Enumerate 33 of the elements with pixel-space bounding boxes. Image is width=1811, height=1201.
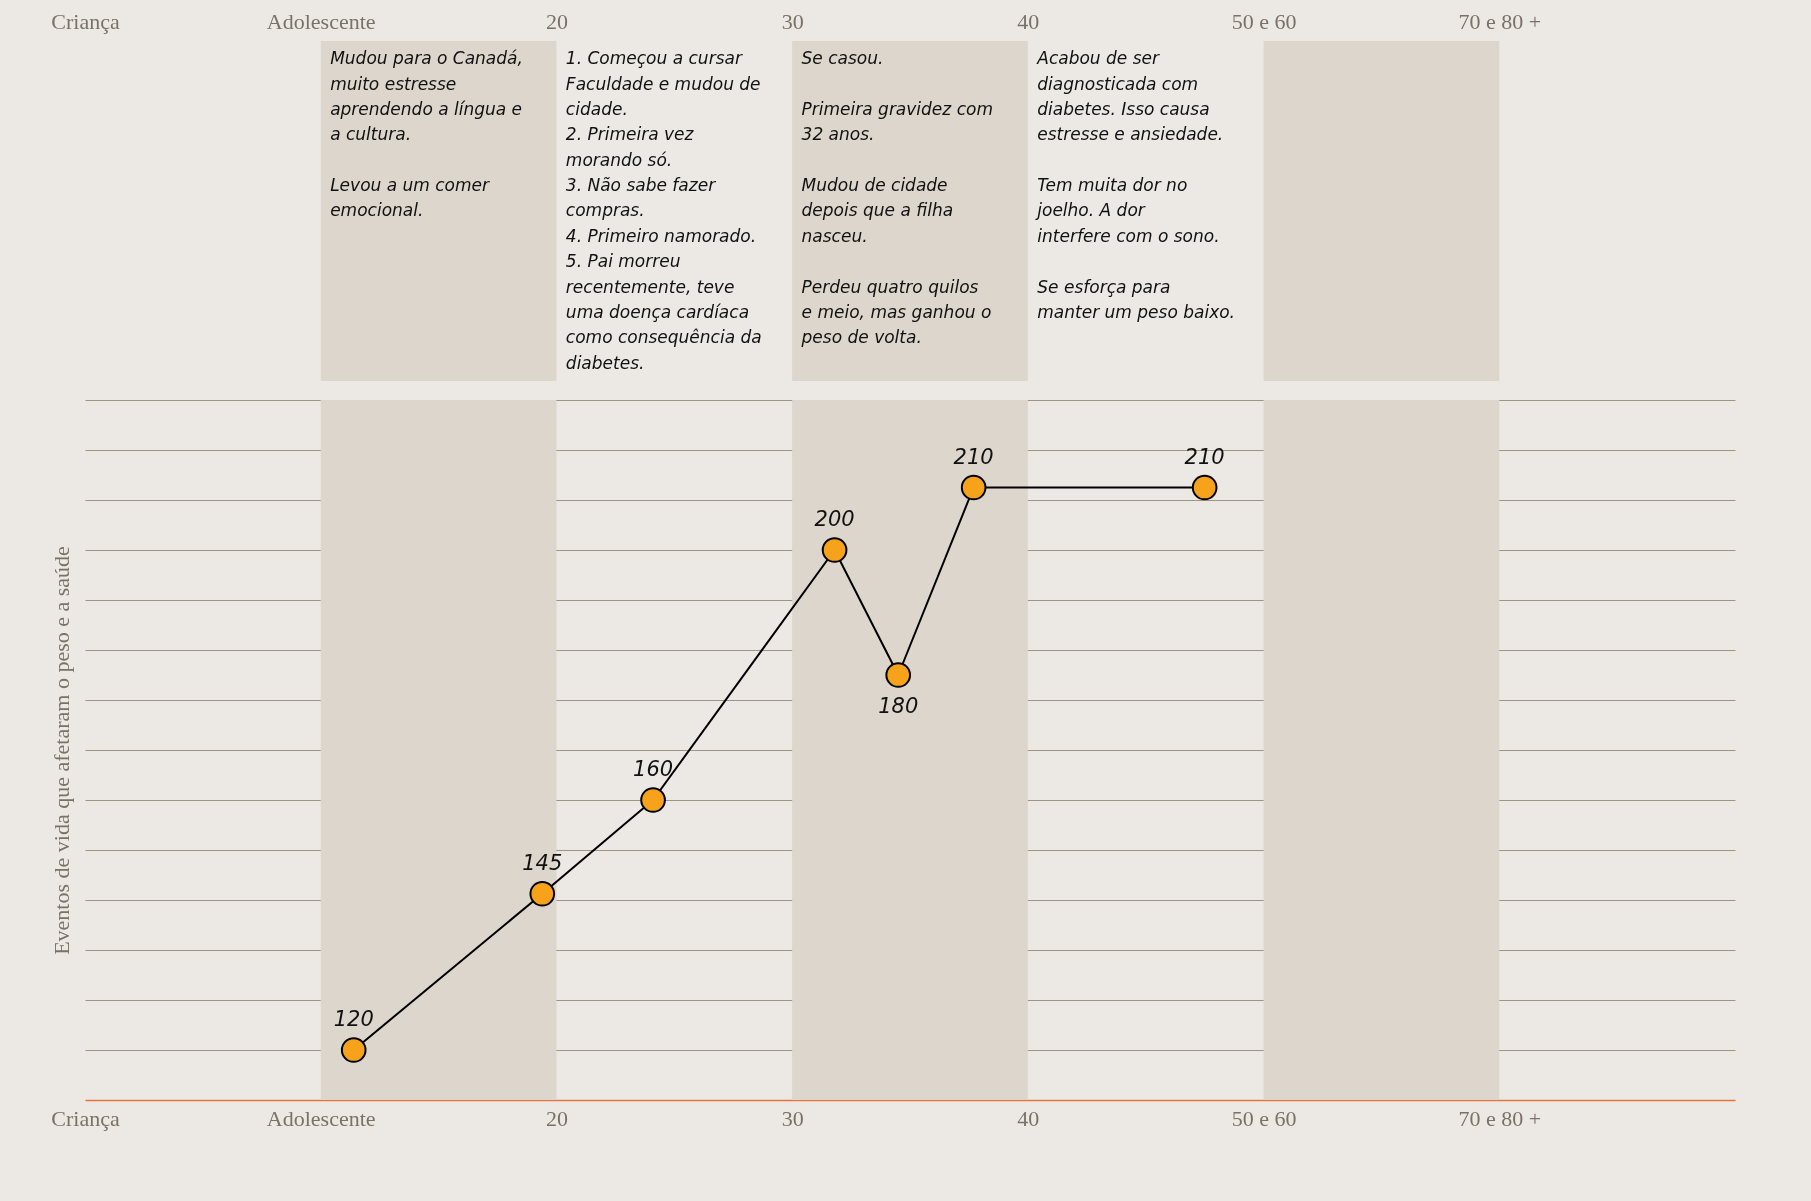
- point: [821, 537, 848, 563]
- data-label: 210: [1184, 444, 1225, 469]
- x-tick-label: Criança: [51, 8, 120, 34]
- x2-tick-label: 20: [545, 1105, 568, 1131]
- x2-tick-label: 70 e 80 +: [1458, 1105, 1542, 1131]
- x-tick-label: 20: [545, 8, 568, 34]
- x-tick-label: 40: [1017, 8, 1040, 34]
- text: Se casou. Primeira gravidez com 32 anos. Mudou de cidade depois que a filha nasceu. Perdeu quatro quilos e meio, mas ganhou o peso de volta.: [801, 48, 993, 348]
- x2-tick-label: 40: [1017, 1105, 1040, 1131]
- text: 1. Começou a cursar Faculdade e mudou de cidade. 2. Primeira vez morando só. 3. Não sabe fazer compras. 4. Primeiro namorado. 5. Pai morreu recentemente, teve uma doença cardíaca como consequência da diabetes.: [565, 48, 762, 373]
- point: [885, 662, 912, 688]
- x2-tick-label: Adolescente: [266, 1105, 376, 1131]
- x2-tick-label: Criança: [51, 1105, 120, 1131]
- x2-tick-label: 30: [781, 1105, 804, 1131]
- x-tick-label: 70 e 80 +: [1458, 8, 1542, 34]
- point: [1191, 474, 1218, 501]
- text: Acabou de ser diagnosticada com diabetes. Isso causa estresse e ansiedade. Tem muita dor no joelho. A dor interfere com o sono. Se esforça para manter um peso baixo.: [1037, 48, 1235, 322]
- x-tick-label: Adolescente: [266, 8, 376, 34]
- text: Mudou para o Canadá, muito estresse aprendendo a língua e a cultura. Levou a um comer emocional.: [330, 48, 523, 221]
- data-label: 160: [633, 757, 674, 781]
- point: [960, 474, 987, 501]
- point: [529, 880, 556, 907]
- data-label: 200: [814, 507, 855, 531]
- point: [640, 787, 666, 813]
- x-tick-label: 50 e 60: [1231, 8, 1297, 34]
- x-tick-label: 30: [781, 8, 804, 34]
- data-label: 210: [953, 444, 994, 469]
- data-label: 180: [878, 694, 919, 718]
- x2-tick-label: 50 e 60: [1231, 1105, 1297, 1131]
- point: [340, 1037, 367, 1063]
- data-label: 120: [333, 1007, 374, 1031]
- data-label: 145: [522, 850, 563, 875]
- y-axis-title: Eventos de vida que afetaram o peso e a saúde: [48, 546, 74, 955]
